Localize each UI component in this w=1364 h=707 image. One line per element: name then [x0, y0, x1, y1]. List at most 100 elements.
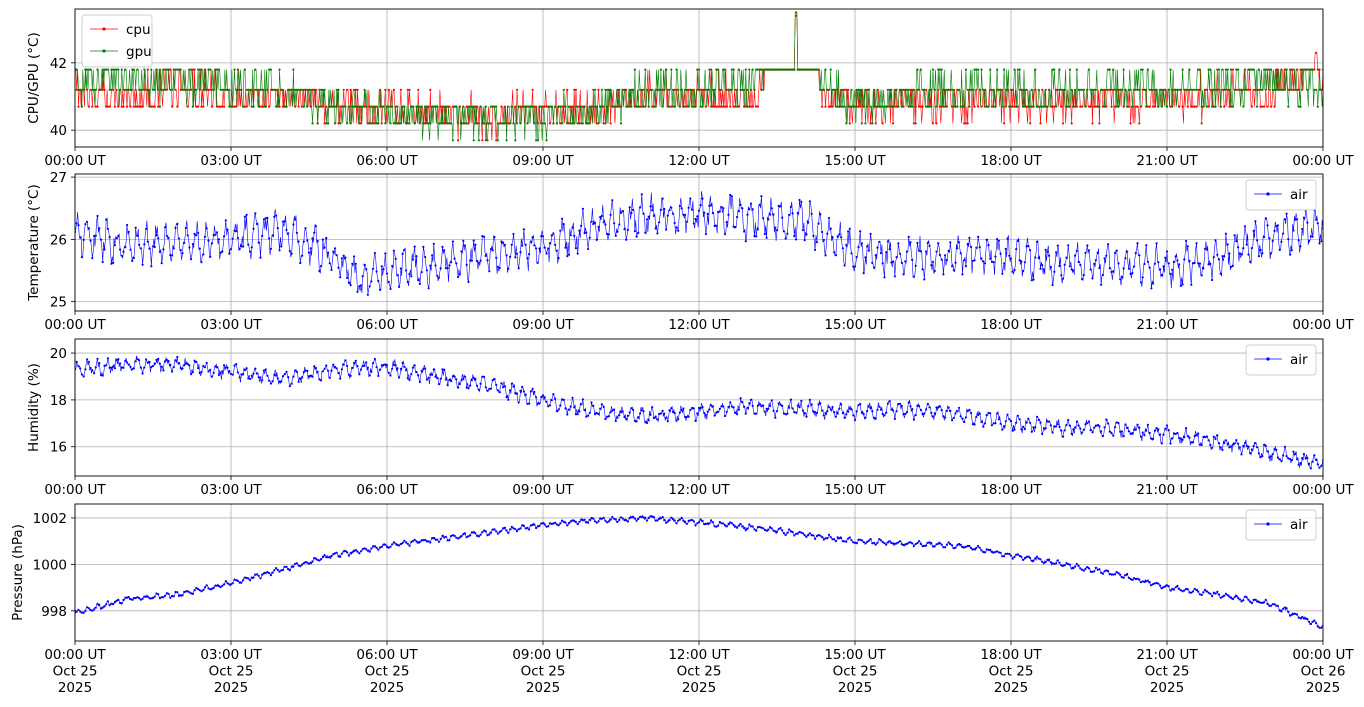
data-point — [807, 534, 810, 537]
data-point — [833, 251, 836, 254]
x-tick-label: 18:00 UT — [980, 317, 1042, 333]
data-point — [1004, 247, 1007, 251]
data-point — [344, 549, 347, 553]
data-point — [368, 550, 371, 553]
data-point — [176, 355, 179, 359]
series-markers-air — [75, 355, 1323, 470]
data-point — [665, 521, 668, 524]
data-point — [214, 233, 217, 236]
data-point — [1264, 88, 1267, 91]
data-point — [1134, 252, 1137, 255]
data-point — [1273, 229, 1276, 232]
data-point — [387, 280, 390, 283]
data-point — [145, 358, 148, 361]
data-point — [422, 368, 425, 371]
data-point — [656, 232, 659, 235]
data-point — [900, 105, 903, 108]
data-point — [697, 406, 701, 410]
data-point — [434, 264, 437, 267]
data-point — [302, 240, 305, 243]
data-point — [415, 105, 418, 108]
data-point — [1226, 443, 1229, 446]
data-point — [1030, 559, 1033, 562]
data-point — [153, 88, 156, 91]
data-point — [1259, 105, 1262, 108]
data-point — [567, 521, 571, 525]
data-point — [949, 409, 952, 412]
data-point — [183, 241, 186, 244]
data-point — [956, 544, 959, 547]
data-point — [926, 402, 929, 406]
data-point — [561, 217, 564, 220]
data-point — [1197, 88, 1200, 91]
data-point — [314, 366, 317, 370]
data-point — [964, 68, 968, 71]
data-point — [684, 213, 687, 216]
data-point — [651, 515, 654, 518]
data-point — [945, 105, 949, 108]
data-point — [1141, 580, 1144, 583]
data-point — [684, 88, 687, 91]
data-point — [1029, 249, 1032, 252]
data-point — [1107, 68, 1110, 71]
data-point — [966, 88, 969, 91]
x-tick-label: 06:00 UT — [356, 317, 418, 333]
data-point — [465, 263, 468, 266]
data-point — [113, 68, 116, 71]
data-point — [1006, 237, 1009, 240]
data-point — [1112, 434, 1115, 437]
data-point — [869, 232, 872, 235]
data-point — [760, 195, 763, 198]
x-tick-label: 06:00 UT Oct 25 2025 — [356, 647, 418, 696]
data-point — [538, 402, 541, 405]
data-point — [1297, 616, 1300, 619]
data-point — [1197, 432, 1200, 435]
data-point — [462, 533, 465, 536]
data-point — [817, 68, 820, 71]
data-point — [1223, 255, 1226, 258]
data-point — [1183, 589, 1186, 592]
data-point — [1006, 413, 1009, 416]
data-point — [420, 271, 423, 274]
data-point — [1100, 571, 1103, 574]
data-point — [455, 536, 458, 539]
data-point — [1193, 105, 1196, 108]
data-point — [888, 540, 891, 543]
data-point — [921, 545, 924, 548]
data-point — [245, 213, 248, 216]
data-point — [410, 105, 413, 108]
data-point — [1023, 557, 1026, 560]
data-point — [483, 529, 486, 532]
data-point — [437, 540, 441, 543]
data-point — [559, 105, 562, 108]
data-point — [493, 528, 496, 531]
data-point — [295, 88, 298, 91]
data-point — [1016, 68, 1020, 71]
data-point — [1167, 262, 1170, 265]
data-point — [912, 418, 916, 421]
data-point — [1058, 425, 1061, 428]
data-point — [238, 88, 241, 91]
data-point — [1131, 105, 1134, 108]
data-point — [808, 532, 812, 535]
data-point — [446, 539, 449, 542]
data-point — [122, 250, 125, 253]
data-point — [320, 265, 323, 268]
x-tick-label: 09:00 UT — [512, 482, 574, 498]
y-tick-label: 20 — [50, 346, 67, 362]
data-point — [791, 68, 794, 71]
x-tick-label: 03:00 UT — [200, 317, 262, 333]
data-point — [365, 268, 368, 271]
data-point — [266, 570, 269, 574]
data-point — [541, 105, 545, 108]
y-axis-label: CPU/GPU (°C) — [26, 32, 42, 123]
data-point — [195, 88, 198, 91]
data-point — [685, 522, 689, 525]
data-point — [1188, 68, 1191, 71]
data-point — [576, 523, 579, 526]
data-point — [1110, 270, 1113, 274]
data-point — [259, 88, 262, 91]
data-point — [1115, 105, 1118, 108]
data-point — [184, 226, 187, 230]
data-point — [680, 207, 683, 210]
